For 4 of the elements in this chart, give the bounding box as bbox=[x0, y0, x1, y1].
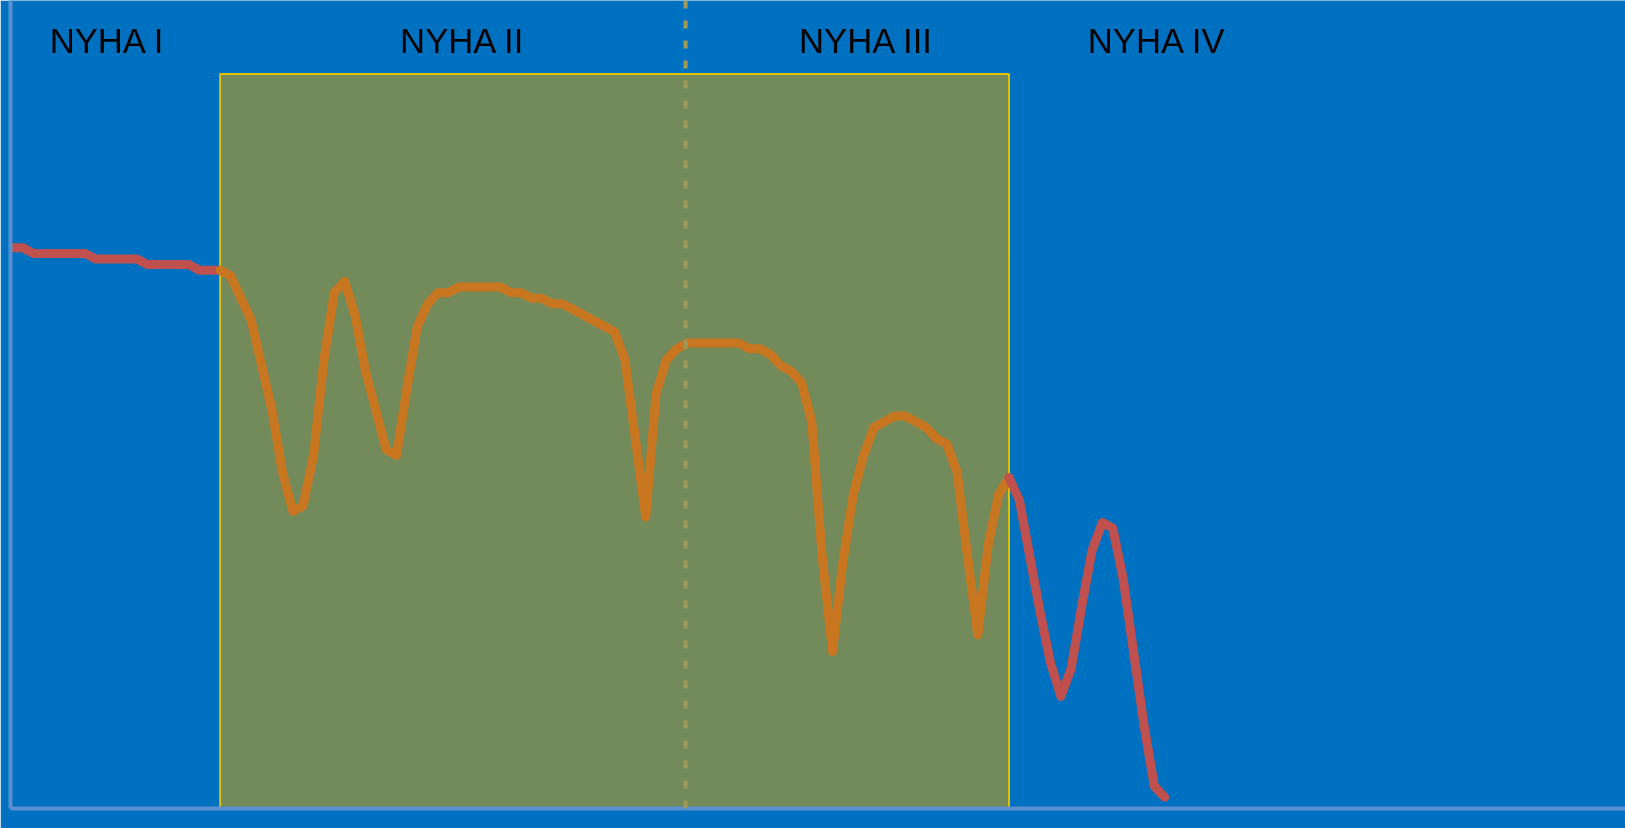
text: NYHA III bbox=[799, 21, 932, 60]
text: NYHA IV bbox=[1087, 21, 1225, 60]
text: NYHA II bbox=[400, 21, 524, 60]
text: NYHA I bbox=[49, 21, 164, 60]
